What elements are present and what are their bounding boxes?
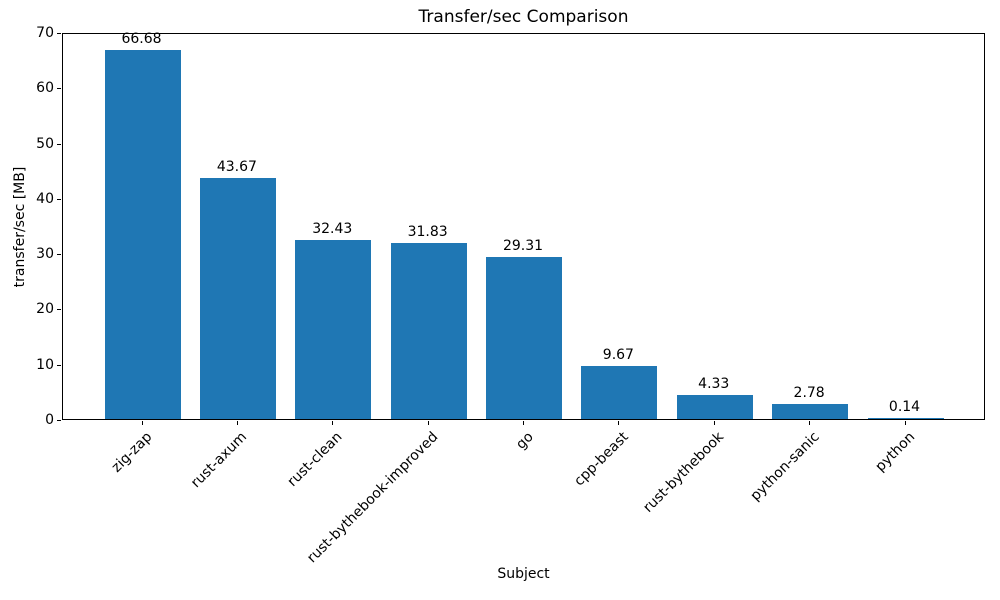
bar xyxy=(581,366,657,419)
bar-value-label: 66.68 xyxy=(121,31,162,47)
y-axis-tick-label: 10 xyxy=(36,357,54,373)
y-axis-tick xyxy=(57,88,61,89)
x-axis-tick xyxy=(428,421,429,425)
x-axis-tick-label: python-sanic xyxy=(747,429,823,505)
x-axis-tick xyxy=(714,421,715,425)
y-axis-tick-label: 60 xyxy=(36,80,54,96)
bar-value-label: 2.78 xyxy=(793,385,825,401)
bar-value-label: 4.33 xyxy=(698,376,730,392)
x-axis-title: Subject xyxy=(497,566,550,582)
bar xyxy=(486,257,562,419)
y-axis-tick-label: 20 xyxy=(36,301,54,317)
bar xyxy=(677,395,753,419)
x-axis-tick-label: go xyxy=(512,429,537,453)
bar xyxy=(868,418,944,419)
x-axis-tick-label: zig-zap xyxy=(108,429,155,476)
x-axis-tick-label: rust-axum xyxy=(188,429,251,492)
x-axis-tick-label: rust-clean xyxy=(284,429,346,490)
bar xyxy=(391,243,467,419)
x-axis-tick-label: python xyxy=(871,429,918,475)
x-axis-tick-label: cpp-beast xyxy=(571,429,632,490)
y-axis-tick-label: 70 xyxy=(36,25,54,41)
y-axis-tick xyxy=(57,365,61,366)
x-axis-tick xyxy=(905,421,906,425)
bar xyxy=(200,178,276,419)
y-axis-tick xyxy=(57,420,61,421)
y-axis-tick-label: 50 xyxy=(36,136,54,152)
y-axis-title: transfer/sec [MB] xyxy=(12,166,28,288)
y-axis-tick-label: 30 xyxy=(36,246,54,262)
bar xyxy=(295,240,371,419)
bar-value-label: 32.43 xyxy=(312,221,353,237)
y-axis-tick-label: 0 xyxy=(45,412,54,428)
y-axis-tick xyxy=(57,254,61,255)
plot-area xyxy=(62,33,985,420)
x-axis-tick xyxy=(809,421,810,425)
bar-value-label: 9.67 xyxy=(602,347,634,363)
chart-title: Transfer/sec Comparison xyxy=(418,7,629,27)
x-axis-tick-label: rust-bythebook xyxy=(640,429,728,516)
bar xyxy=(105,50,181,419)
x-axis-tick xyxy=(237,421,238,425)
y-axis-tick xyxy=(57,144,61,145)
bar-value-label: 29.31 xyxy=(502,238,544,254)
y-axis-tick xyxy=(57,309,61,310)
bar-value-label: 43.67 xyxy=(216,159,257,175)
x-axis-tick xyxy=(142,421,143,425)
y-axis-tick xyxy=(57,33,61,34)
y-axis-tick-label: 40 xyxy=(36,191,54,207)
x-axis-tick xyxy=(618,421,619,425)
bar-value-label: 31.83 xyxy=(407,224,448,240)
bar xyxy=(772,404,848,419)
x-axis-tick xyxy=(523,421,524,425)
bar-value-label: 0.14 xyxy=(888,399,921,415)
x-axis-tick xyxy=(332,421,333,425)
y-axis-tick xyxy=(57,199,61,200)
